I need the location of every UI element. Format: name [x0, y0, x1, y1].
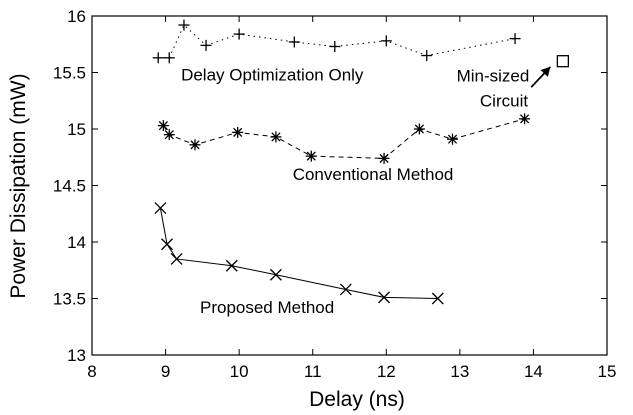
data-point-delay-optimization-only [200, 39, 212, 51]
y-tick-label: 15.5 [53, 64, 86, 83]
annotation-arrow [530, 66, 552, 88]
x-tick-label: 9 [161, 362, 170, 381]
data-point-delay-optimization-only [178, 19, 190, 31]
series-line-conventional-method [162, 118, 525, 159]
series-delay-optimization-only [152, 19, 521, 64]
x-tick-label: 8 [87, 362, 96, 381]
y-tick-label: 16 [67, 7, 86, 26]
series-line-proposed-method [159, 208, 438, 299]
data-point-proposed-method [154, 202, 167, 215]
data-point-delay-optimization-only [288, 36, 300, 48]
data-point-conventional-method [447, 133, 458, 145]
data-point-conventional-method [519, 113, 531, 125]
axes: 8 9 10 11 12 13 14 15 13 13.5 14 14.5 15 15.5 16 [53, 7, 617, 381]
data-point-proposed-method [161, 238, 174, 251]
data-point-delay-optimization-only [233, 28, 245, 40]
x-tick-label: 14 [524, 362, 543, 381]
data-point-delay-optimization-only [163, 52, 175, 64]
data-point-conventional-method [378, 152, 390, 164]
x-axis-label: Delay (ns) [309, 388, 405, 411]
annotation-layer: Delay Optimization Only Min-sized Circuit C… [181, 65, 552, 317]
data-point-delay-optimization-only [380, 35, 392, 47]
data-point-delay-optimization-only [421, 50, 433, 62]
annotation-label: Delay Optimization Only [181, 65, 364, 84]
data-point-conventional-method [163, 129, 175, 141]
data-point-proposed-method [269, 268, 282, 281]
y-tick-label: 14 [67, 233, 86, 252]
data-point-conventional-method [270, 131, 282, 143]
data-point-delay-optimization-only [152, 52, 164, 64]
data-point-conventional-method [232, 126, 244, 138]
data-point-proposed-method [225, 259, 238, 272]
data-point-conventional-method [413, 123, 425, 135]
data-point-delay-optimization-only [509, 33, 521, 45]
point-min-sized-circuit [556, 55, 570, 68]
series-proposed-method [154, 202, 444, 305]
y-tick-label: 13 [67, 346, 86, 365]
data-point-proposed-method [170, 252, 183, 265]
y-tick-label: 14.5 [53, 177, 86, 196]
series-conventional-method [157, 113, 531, 164]
annotation-label: Circuit [480, 91, 528, 110]
data-point-conventional-method [157, 120, 169, 132]
y-tick-label: 13.5 [53, 290, 86, 309]
annotation-label: Min-sized [457, 67, 530, 86]
annotation-label: Proposed Method [200, 298, 334, 317]
series-line-delay-optimization-only [158, 24, 516, 59]
x-tick-label: 11 [304, 362, 322, 381]
series-layer [152, 19, 570, 305]
x-tick-label: 13 [450, 362, 469, 381]
x-tick-label: 10 [230, 362, 249, 381]
data-point-conventional-method [189, 139, 201, 151]
annotation-label: Conventional Method [293, 165, 454, 184]
data-point-conventional-method [305, 150, 317, 162]
data-point-proposed-method [339, 283, 352, 296]
x-tick-label: 15 [598, 362, 617, 381]
data-point-proposed-method [431, 292, 444, 305]
data-point-proposed-method [378, 291, 391, 304]
y-axis-label: Power Dissipation (mW) [7, 73, 30, 298]
y-tick-label: 15 [67, 120, 86, 139]
x-tick-label: 12 [377, 362, 396, 381]
data-point-delay-optimization-only [329, 41, 341, 53]
arrow-head [540, 66, 551, 77]
